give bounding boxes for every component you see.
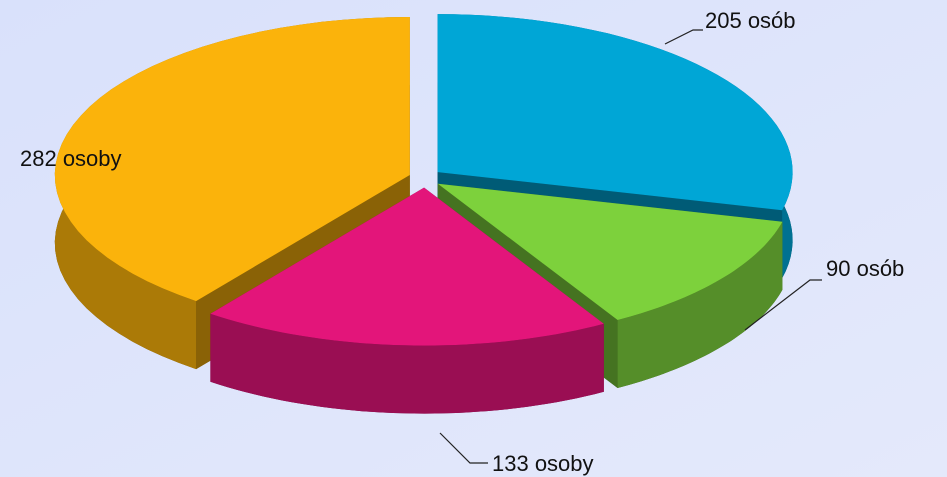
slice xyxy=(54,17,410,302)
leader-line xyxy=(664,29,703,45)
data-label: 205 osób xyxy=(705,8,796,33)
data-label: 133 osoby xyxy=(492,451,594,476)
slice-wall xyxy=(617,221,783,388)
slice xyxy=(437,14,793,211)
slice-wall xyxy=(210,313,604,414)
slice xyxy=(437,183,783,320)
slice xyxy=(210,187,604,346)
data-label: 282 osoby xyxy=(20,146,122,171)
data-label: 90 osób xyxy=(826,256,904,281)
leader-line xyxy=(744,279,822,331)
leader-line xyxy=(439,432,488,464)
